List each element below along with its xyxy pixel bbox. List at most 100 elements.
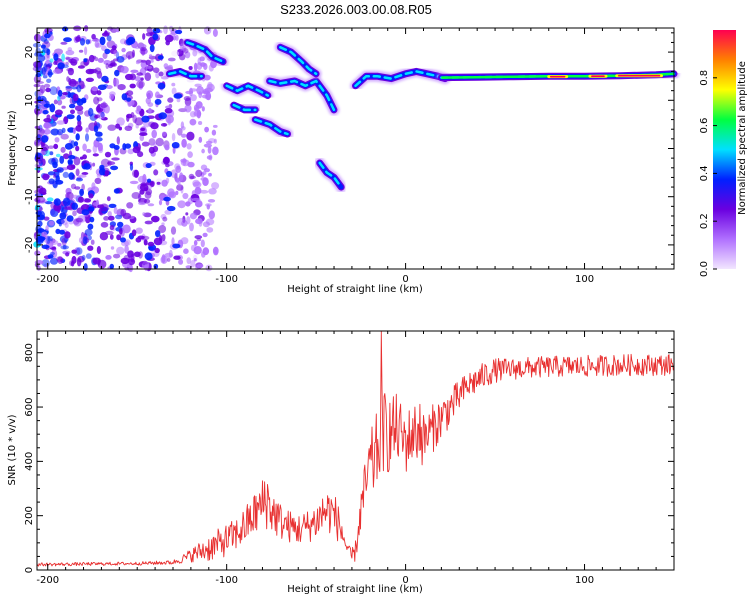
spectrogram-noise-cell — [49, 257, 59, 265]
spectrogram-noise-cell — [134, 76, 142, 82]
y-tick-label: 200 — [24, 506, 35, 525]
spectrogram-noise-cell — [117, 84, 126, 91]
spectrogram-noise-cell — [212, 146, 219, 156]
spectrogram-noise-cell — [158, 71, 164, 77]
spectrogram-noise-cell — [141, 141, 150, 147]
spectrogram-noise-cell — [60, 41, 68, 45]
spectrogram-noise-cell — [57, 256, 64, 265]
spectrogram-noise-cell — [175, 190, 179, 196]
spectrogram-noise-cell — [203, 143, 212, 148]
spectrogram-noise-cell — [154, 247, 160, 254]
spectrogram-noise-cell — [152, 28, 161, 34]
spectrogram-noise-cell — [163, 25, 168, 35]
spectrogram-noise-cell — [65, 50, 75, 56]
spectrogram-noise-cell — [75, 168, 80, 177]
spectrogram-noise-cell — [189, 175, 196, 179]
spectrogram-noise-cell — [193, 240, 198, 246]
spectrogram-noise-cell — [205, 218, 215, 226]
spectrogram-noise-cell — [143, 239, 148, 246]
spectrogram-noise-cell — [36, 127, 45, 136]
spectrogram-noise-cell — [117, 221, 124, 228]
spectrogram-noise-cell — [120, 66, 129, 74]
spectrogram-noise-cell — [41, 244, 50, 249]
spectrogram-noise-cell — [171, 50, 180, 57]
spectrogram-noise-cell — [199, 56, 205, 62]
y-tick-label: 600 — [24, 397, 35, 416]
spectrogram-noise-cell — [167, 188, 175, 198]
spectrogram-noise-cell — [88, 193, 94, 199]
spectrogram-noise-cell — [42, 75, 48, 79]
spectrogram-noise-cell — [79, 188, 84, 197]
spectrogram-noise-cell — [105, 63, 109, 69]
spectrogram-noise-cell — [43, 128, 51, 135]
spectrogram-noise-cell — [135, 61, 140, 65]
spectrogram-noise-cell — [103, 60, 111, 65]
spectrogram-noise-cell — [120, 208, 127, 217]
spectrogram-noise-cell — [178, 259, 184, 265]
spectrogram-noise-cell — [193, 258, 197, 262]
spectrogram-noise-cell — [192, 179, 200, 187]
spectrogram-noise-cell — [172, 146, 176, 154]
spectrogram-noise-cell — [68, 172, 75, 180]
spectrogram-noise-cell — [139, 134, 145, 142]
spectrogram-noise-cell — [90, 239, 95, 245]
spectrogram-noise-cell — [126, 97, 132, 102]
spectrogram-noise-cell — [110, 165, 119, 171]
spectrogram-noise-cell — [164, 209, 172, 215]
spectrogram-noise-cell — [42, 47, 50, 54]
spectrogram-noise-cell — [111, 157, 120, 161]
spectrogram-ridge-peak — [225, 84, 270, 97]
spectrogram-noise-cell — [155, 71, 160, 79]
spectrogram-noise-cell — [74, 186, 81, 190]
spectrogram-noise-cell — [66, 215, 74, 222]
spectrogram-noise-cell — [138, 81, 144, 90]
spectrogram-noise-cell — [135, 237, 142, 243]
spectrogram-noise-cell — [48, 178, 55, 185]
spectrogram-noise-cell — [208, 210, 215, 220]
spectrogram-noise-cell — [103, 216, 110, 221]
spectrogram-noise-cell — [161, 131, 167, 137]
x-tick-label: 100 — [575, 274, 594, 285]
spectrogram-noise-cell — [75, 36, 81, 42]
spectrogram-noise-cell — [97, 84, 107, 91]
spectrogram-noise-cell — [122, 143, 127, 151]
spectrogram-noise-cell — [77, 109, 84, 115]
spectrogram-noise-cell — [48, 220, 55, 226]
spectrogram-noise-cell — [104, 48, 111, 55]
spectrogram-noise-cell — [198, 218, 203, 227]
spectrogram-noise-cell — [158, 112, 167, 120]
spectrogram-noise-cell — [64, 143, 73, 150]
spectrogram-noise-cell — [109, 93, 114, 100]
spectrogram-noise-cell — [72, 210, 77, 217]
spectrogram-noise-cell — [80, 60, 88, 67]
spectrogram-noise-cell — [177, 200, 186, 209]
spectrogram-noise-cell — [66, 164, 76, 171]
spectrogram-noise-cell — [196, 109, 202, 119]
spectrogram-noise-cell — [97, 112, 106, 120]
spectrogram-noise-cell — [157, 55, 164, 60]
spectrogram-noise-cell — [129, 180, 139, 185]
spectrogram-noise-cell — [86, 149, 91, 153]
snr-line — [36, 330, 674, 567]
spectrogram-noise-cell — [65, 61, 69, 66]
spectrogram-noise-cell — [37, 96, 42, 104]
spectrogram-noise-cell — [104, 170, 110, 176]
spectrogram-noise-cell — [173, 255, 181, 260]
spectrogram-noise-cell — [194, 107, 198, 112]
colorbar: 0.0 0.2 0.4 0.6 0.8 Normalized spectral ampl… — [699, 30, 748, 277]
spectrogram-noise-cell — [177, 127, 183, 136]
snr-x-axis-title: Height of straight line (km) — [287, 584, 423, 595]
spectrogram-noise-cell — [125, 73, 134, 81]
snr-panel: -200 -100 0 100 0 200 400 600 800 Height of stra… — [7, 330, 675, 595]
spectrogram-noise-cell — [75, 177, 83, 182]
y-tick-label: 10 — [24, 94, 35, 107]
spectrogram-noise-cell — [68, 58, 77, 64]
spectrogram-noise-cell — [118, 228, 123, 235]
spectrogram-noise-cell — [75, 145, 80, 152]
spectrogram-noise-cell — [49, 58, 54, 63]
spectrogram-noise-cell — [59, 212, 67, 220]
spectrogram-noise-cell — [141, 115, 150, 123]
spectrogram-noise-cell — [201, 251, 206, 258]
spectrogram-noise-cell — [71, 249, 77, 254]
spectrogram-noise-cell — [196, 62, 203, 70]
